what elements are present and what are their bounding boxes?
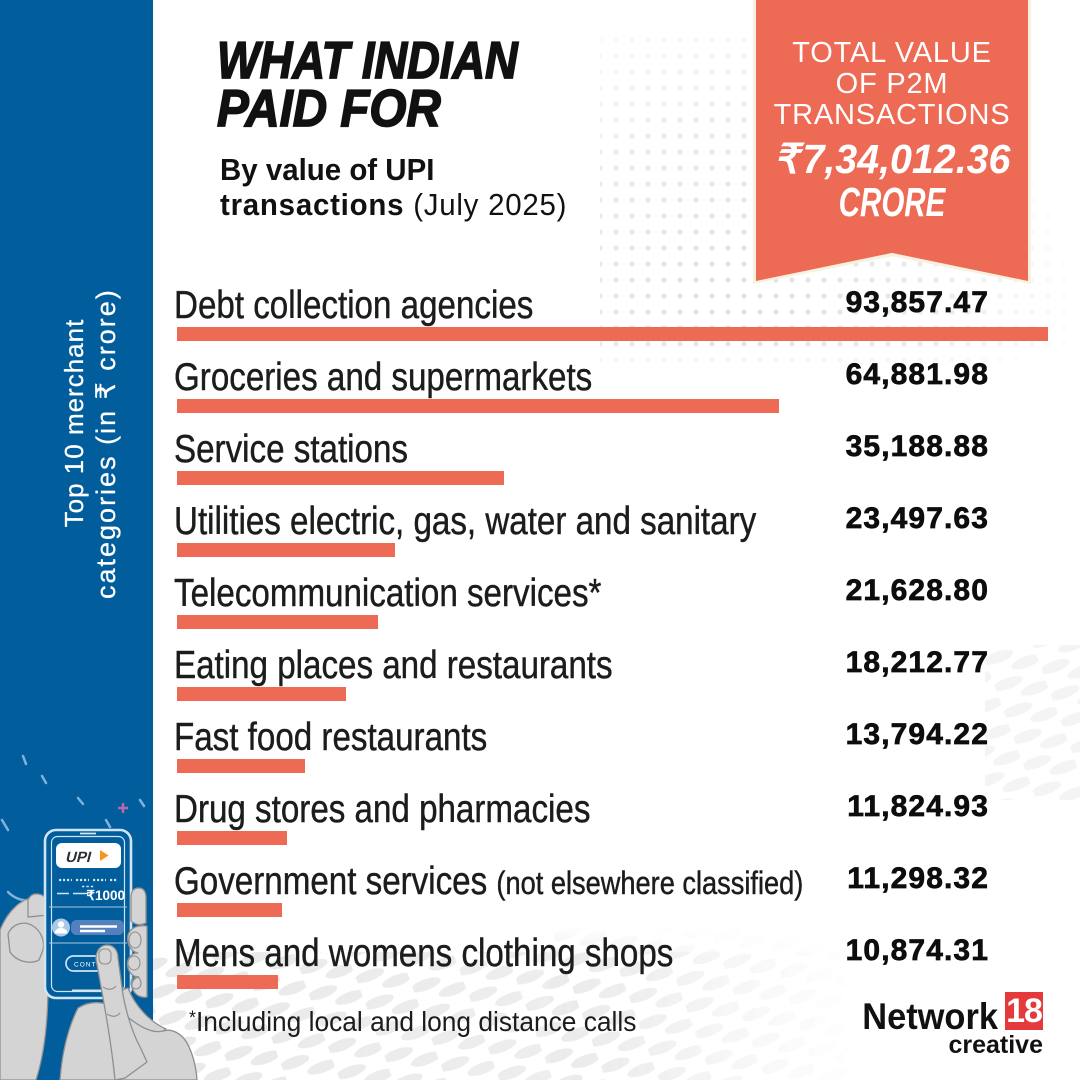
svg-text:₹1000: ₹1000 (86, 888, 125, 903)
svg-text:CONTINUE: CONTINUE (74, 962, 116, 969)
svg-text:UPI: UPI (64, 849, 93, 866)
